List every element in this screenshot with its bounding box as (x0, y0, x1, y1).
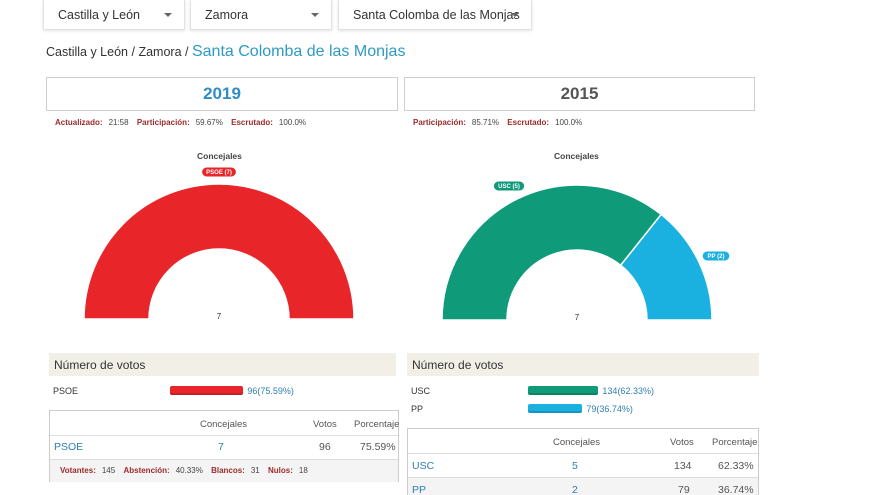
table-row (50, 435, 398, 459)
breadcrumb-separator: / (131, 45, 135, 59)
scrutinized-value: 100.0% (555, 118, 583, 127)
year-2019-label: 2019 (203, 84, 241, 103)
column-header-votes: Votos (313, 419, 337, 430)
participation-value: 85.71% (471, 118, 500, 127)
results-table-2015: Concejales Votos Porcentaje USC 5 134 62… (407, 428, 759, 495)
null-label: Nulos: (268, 466, 293, 475)
vote-value-usc: 134(62.33%) (602, 386, 654, 396)
seat-badge-label: PP (2) (708, 254, 725, 260)
table-row (408, 477, 758, 495)
seat-badge (492, 180, 526, 192)
table-cell-percent: 62.33% (718, 460, 754, 472)
column-header-votes: Votos (670, 437, 694, 448)
breadcrumb-municipality: Santa Colomba de las Monjas (191, 43, 406, 60)
seats-chart-2015: USC (5) PP (2) 7 (441, 180, 731, 322)
vote-party-pp: PP (411, 404, 424, 414)
participation-label: Participación: (136, 118, 190, 127)
table-cell-seats: 2 (572, 484, 578, 495)
votes-header-2019: Número de votos (49, 353, 396, 376)
table-cell-percent: 75.59% (360, 441, 396, 453)
seat-slice-usc[interactable] (441, 184, 663, 321)
scrutinized-label: Escrutado: (231, 118, 273, 127)
region-select-value: Castilla y León (58, 8, 140, 22)
total-seats-label: 7 (217, 312, 222, 321)
seat-slice-psoe[interactable] (83, 183, 355, 320)
chart-title-2019: Concejales (197, 151, 242, 161)
column-header-seats: Concejales (553, 437, 600, 448)
breadcrumb: Castilla y León / Zamora / Santa Colomba… (46, 43, 405, 61)
vote-value-pp: 79(36.74%) (586, 404, 633, 414)
table-cell-votes: 134 (674, 460, 692, 472)
chevron-down-icon (511, 13, 519, 17)
stats-2015: Participación: 85.71% Escrutado: 100.0% (413, 118, 588, 127)
table-cell-seats: 7 (218, 441, 224, 453)
blank-label: Blancos: (211, 466, 245, 475)
seat-badge-label: PSOE (7) (206, 170, 232, 176)
table-cell-votes: 79 (678, 484, 690, 495)
vote-bar-usc (528, 386, 599, 395)
table-cell-seats: 5 (572, 460, 578, 472)
seat-badge (701, 250, 731, 262)
seat-slice-pp[interactable] (619, 213, 713, 321)
seat-badge-label: USC (5) (498, 184, 520, 190)
breadcrumb-region[interactable]: Castilla y León (46, 45, 128, 59)
vote-party-psoe: PSOE (53, 386, 79, 396)
chevron-down-icon (311, 13, 319, 17)
votes-header-2015: Número de votos (407, 353, 759, 376)
chevron-down-icon (164, 13, 172, 17)
voters-label: Votantes: (60, 466, 96, 475)
column-header-seats: Concejales (200, 419, 247, 430)
breadcrumb-province[interactable]: Zamora (138, 45, 182, 59)
province-select[interactable]: Zamora (190, 0, 332, 30)
participation-value: 59.67% (195, 118, 223, 127)
seat-badge (201, 166, 237, 178)
table-cell-votes: 96 (319, 441, 331, 453)
results-table-2019: Concejales Votos Porcentaje PSOE 7 96 75… (49, 410, 399, 482)
year-2015-label: 2015 (560, 84, 599, 103)
updated-label: Actualizado: (55, 118, 103, 127)
column-header-percent: Porcentaje (712, 437, 758, 448)
year-2015-tab[interactable]: 2015 (404, 77, 755, 111)
null-value: 18 (298, 466, 308, 475)
updated-value: 21:58 (108, 118, 129, 127)
seats-chart-2019: PSOE (7) 7 (83, 166, 355, 321)
stats-2019: Actualizado: 21:58 Participación: 59.67% E… (55, 118, 312, 127)
municipality-select[interactable]: Santa Colomba de las Monjas (338, 0, 532, 30)
municipality-select-value: Santa Colomba de las Monjas (353, 8, 520, 22)
vote-bar-psoe (170, 386, 244, 395)
breadcrumb-separator: / (185, 45, 189, 59)
abstention-value: 40.33% (175, 466, 203, 475)
table-footer-row (50, 459, 398, 482)
column-header-percent: Porcentaje (354, 419, 400, 430)
scrutinized-value: 100.0% (278, 118, 307, 127)
totals-2019: Votantes: 145 Abstención: 40.33% Blancos: 3… (60, 466, 314, 475)
voters-value: 145 (101, 466, 116, 475)
province-select-value: Zamora (205, 8, 249, 22)
total-seats-label: 7 (575, 313, 580, 322)
chart-title-2015: Concejales (554, 151, 599, 161)
table-cell-percent: 36.74% (718, 484, 754, 495)
table-cell-party[interactable]: USC (412, 460, 435, 472)
vote-bar-pp (528, 404, 583, 413)
region-select[interactable]: Castilla y León (43, 0, 185, 30)
scrutinized-label: Escrutado: (507, 118, 550, 127)
table-row (408, 453, 758, 477)
vote-value-psoe: 96(75.59%) (247, 386, 294, 396)
year-2019-tab[interactable]: 2019 (46, 77, 398, 111)
vote-party-usc: USC (411, 386, 431, 396)
abstention-label: Abstención: (123, 466, 170, 475)
blank-value: 31 (250, 466, 260, 475)
table-cell-party[interactable]: PP (412, 484, 427, 495)
participation-label: Participación: (413, 118, 466, 127)
table-cell-party[interactable]: PSOE (54, 441, 84, 453)
